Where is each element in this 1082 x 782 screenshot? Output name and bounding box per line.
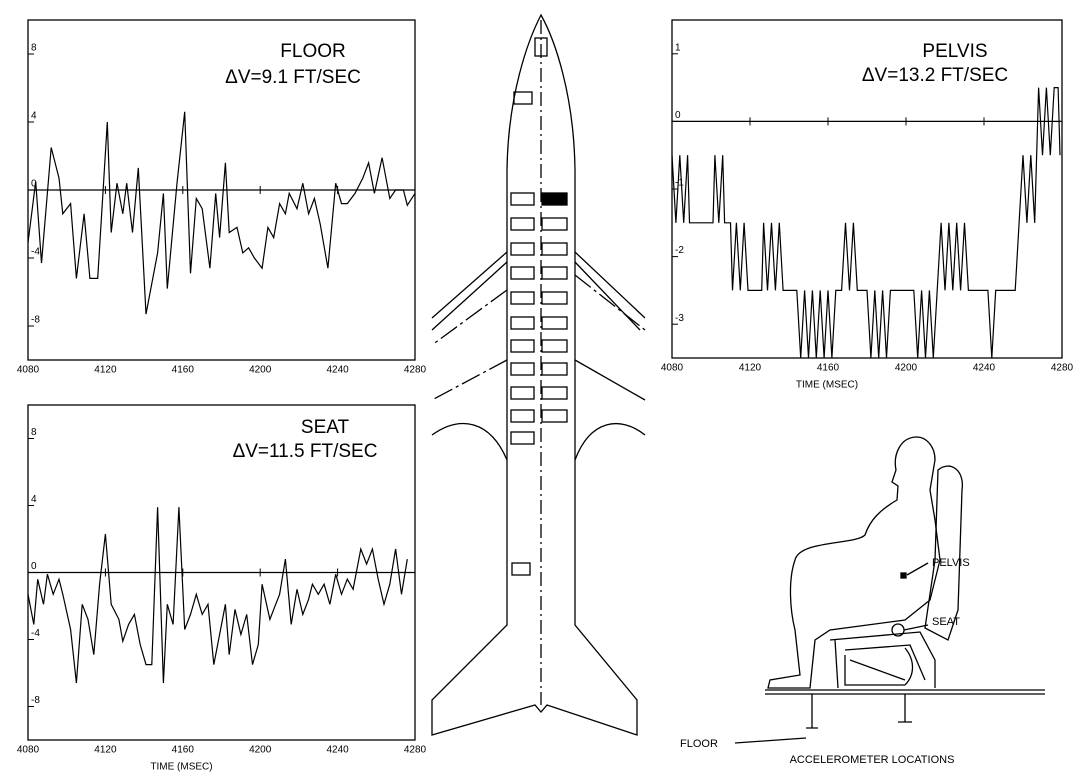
y-tick-label: 0 xyxy=(31,179,37,190)
x-tick-label: 4160 xyxy=(817,363,840,374)
diagram-title: ACCELEROMETER LOCATIONS xyxy=(790,754,955,766)
y-tick-label: 0 xyxy=(675,110,681,121)
y-tick-label: 8 xyxy=(31,427,37,438)
annotation: ΔV=11.5 FT/SEC xyxy=(233,441,378,462)
x-tick-label: 4080 xyxy=(17,745,40,756)
chart-title: FLOOR xyxy=(280,41,345,62)
x-tick-label: 4120 xyxy=(739,363,762,374)
seat-label: SEAT xyxy=(932,616,960,628)
data-line xyxy=(27,111,416,315)
x-tick-label: 4200 xyxy=(895,363,918,374)
x-tick-label: 4160 xyxy=(172,745,195,756)
y-tick-label: 8 xyxy=(31,43,37,54)
x-tick-label: 4120 xyxy=(94,745,117,756)
x-tick-label: 4280 xyxy=(1051,363,1074,374)
x-tick-label: 4160 xyxy=(172,365,195,376)
annotation: ΔV=9.1 FT/SEC xyxy=(225,67,361,88)
x-tick-label: 4120 xyxy=(94,365,117,376)
y-tick-label: -4 xyxy=(31,628,40,639)
y-tick-label: -3 xyxy=(675,313,684,324)
y-tick-label: 0 xyxy=(31,561,37,572)
chart-title: PELVIS xyxy=(922,41,987,62)
x-tick-label: 4200 xyxy=(249,365,272,376)
x-tick-label: 4280 xyxy=(404,365,427,376)
x-tick-label: 4080 xyxy=(17,365,40,376)
annotation: ΔV=13.2 FT/SEC xyxy=(862,65,1008,86)
x-tick-label: 4280 xyxy=(404,745,427,756)
x-axis-label: TIME (MSEC) xyxy=(150,762,212,773)
y-tick-label: 4 xyxy=(31,494,37,505)
pelvis-label: PELVIS xyxy=(932,557,970,569)
y-tick-label: 4 xyxy=(31,111,37,122)
data-line xyxy=(671,87,1061,359)
x-axis-label: TIME (MSEC) xyxy=(796,380,858,391)
x-tick-label: 4240 xyxy=(973,363,996,374)
y-tick-label: -8 xyxy=(31,695,40,706)
chart-title: SEAT xyxy=(301,417,350,438)
data-line xyxy=(27,507,408,684)
y-tick-label: -4 xyxy=(31,247,40,258)
seat-diagram xyxy=(734,436,1045,744)
airplane-diagram xyxy=(431,13,646,736)
y-tick-label: -1 xyxy=(675,178,684,189)
y-tick-label: -8 xyxy=(31,315,40,326)
floor-label: FLOOR xyxy=(680,738,718,750)
y-tick-label: -2 xyxy=(675,245,684,256)
x-tick-label: 4080 xyxy=(661,363,684,374)
y-tick-label: 1 xyxy=(675,42,681,53)
x-tick-label: 4240 xyxy=(326,365,349,376)
x-tick-label: 4200 xyxy=(249,745,272,756)
x-tick-label: 4240 xyxy=(326,745,349,756)
